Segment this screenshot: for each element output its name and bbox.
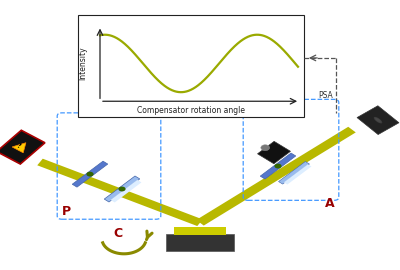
Text: Intensity: Intensity [78,47,87,80]
Polygon shape [196,127,356,225]
Polygon shape [72,161,108,187]
Circle shape [274,164,282,168]
Polygon shape [260,153,296,179]
Ellipse shape [374,117,382,123]
Polygon shape [110,180,142,202]
Text: PSA: PSA [319,91,333,100]
Polygon shape [258,141,290,164]
Text: !: ! [16,143,22,150]
Text: P: P [62,205,70,218]
Text: A: A [325,197,335,210]
Circle shape [261,145,270,151]
Circle shape [118,187,126,191]
Text: Compensator rotation angle: Compensator rotation angle [137,106,245,115]
Polygon shape [278,161,310,184]
Polygon shape [357,106,399,134]
Bar [166,234,234,251]
Polygon shape [104,176,140,202]
Ellipse shape [376,119,380,122]
Circle shape [86,172,94,177]
Text: C: C [114,227,122,240]
Polygon shape [12,143,26,153]
Text: PSG: PSG [140,104,156,113]
Bar [78,15,304,117]
Bar [174,227,226,235]
Polygon shape [37,159,203,226]
Polygon shape [0,130,45,164]
Ellipse shape [375,118,381,123]
Polygon shape [284,164,312,184]
